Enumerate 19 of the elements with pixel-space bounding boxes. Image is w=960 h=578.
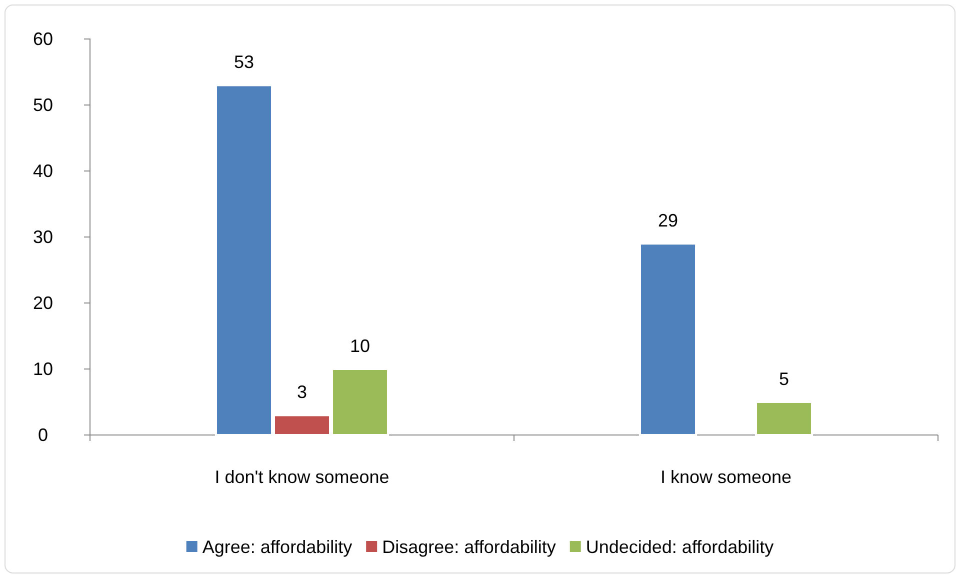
y-tick-label: 20 [32, 292, 54, 313]
y-tick-label: 40 [32, 160, 54, 181]
y-tick-label: 0 [38, 424, 48, 445]
data-label: 10 [350, 336, 370, 356]
data-label: 3 [296, 382, 308, 402]
bar [755, 401, 813, 436]
x-tick-label: I don't know someone [214, 466, 390, 487]
y-tick-label: 60 [32, 28, 54, 49]
legend-label: Undecided: affordability [586, 537, 774, 557]
x-tick-label: I know someone [660, 466, 792, 487]
legend-label: Disagree: affordability [382, 537, 556, 557]
data-label: 5 [778, 369, 790, 389]
bar [639, 242, 697, 436]
data-label: 29 [658, 210, 678, 231]
y-tick-label: 30 [32, 226, 54, 247]
y-tick-label: 10 [32, 358, 54, 379]
data-label: 53 [234, 52, 254, 72]
y-tick-label: 50 [32, 94, 54, 115]
legend-label: Agree: affordability [202, 537, 352, 557]
